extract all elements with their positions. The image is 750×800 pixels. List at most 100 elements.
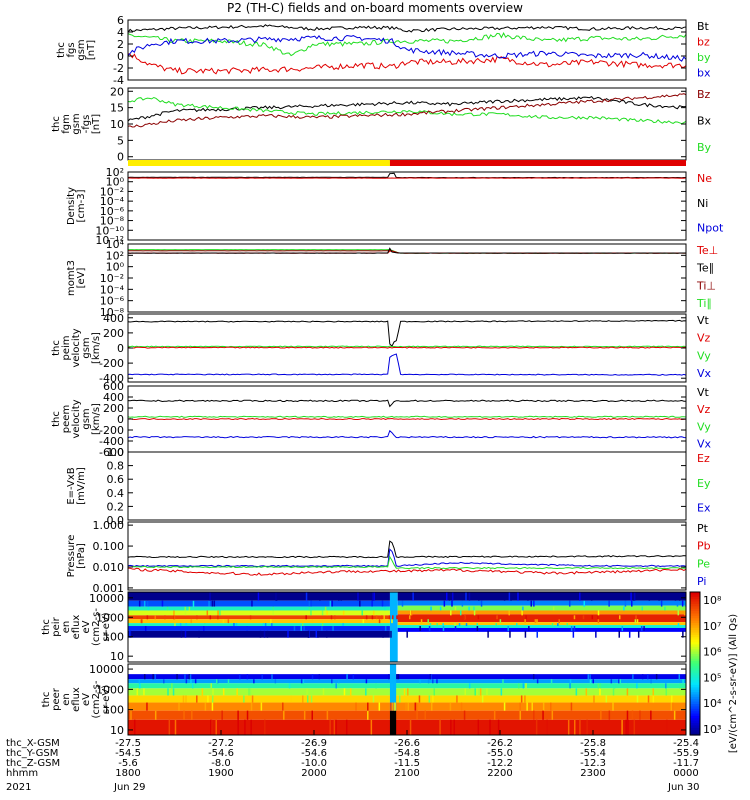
panel-frame	[127, 591, 687, 663]
spectrogram-cell	[624, 600, 627, 607]
spectrogram-cell	[460, 702, 463, 711]
spectrogram-cell	[235, 623, 238, 627]
spectrogram-cell	[397, 625, 686, 628]
spectrogram-cell	[140, 619, 143, 624]
spectrogram-cell	[331, 600, 333, 607]
spectrogram-cell	[329, 719, 331, 735]
spectrogram-cell	[178, 702, 180, 711]
series-Vy	[128, 345, 686, 348]
spectrogram-cell	[272, 606, 274, 611]
spectrogram-cell	[636, 619, 639, 624]
spectrogram-cell	[524, 619, 526, 624]
legend-Vx: Vx	[697, 437, 712, 450]
y-tick-label: 10	[110, 724, 124, 737]
panel-frame	[127, 19, 687, 81]
colorbar-cell	[690, 706, 700, 710]
panel-peer_spec: 10000 1000 100 10 thc peer en eflux eV (cm2-s-sr-…	[41, 663, 687, 737]
spectrogram-cell	[419, 626, 421, 631]
spectrogram-cell	[365, 615, 368, 620]
spectrogram-cell	[463, 615, 466, 620]
spectrogram-cell	[257, 592, 260, 601]
spectrogram-cell	[641, 674, 644, 680]
spectrogram-cell	[474, 688, 476, 696]
colorbar-cell	[690, 646, 700, 650]
spectrogram-cell	[558, 619, 560, 624]
spectrogram-cell	[599, 683, 602, 689]
colorbar-cell	[690, 723, 700, 727]
spectrogram-cell	[184, 674, 186, 680]
spectrogram-cell	[227, 619, 230, 624]
spectrogram-cell	[338, 592, 340, 601]
y-axis-label: eflux	[71, 615, 82, 640]
legend-Vz: Vz	[697, 332, 711, 345]
colorbar-cell	[690, 692, 700, 696]
spectrogram-cell	[476, 626, 479, 631]
spectrogram-cell	[190, 619, 193, 624]
y-tick-label: 10⁻¹⁰	[95, 224, 124, 237]
series-bz	[128, 53, 686, 75]
spectrogram-cell	[626, 683, 629, 689]
spectrogram-cell	[213, 600, 216, 607]
spectrogram-cell	[439, 606, 442, 611]
y-tick-label: 10²	[106, 166, 124, 179]
spectrogram-cell	[345, 719, 348, 735]
spectrogram-cell	[271, 623, 273, 627]
spectrogram-cell	[388, 615, 391, 620]
spectrogram-cell	[461, 600, 464, 607]
spectrogram-cell	[146, 615, 149, 620]
spectrogram-cell	[429, 623, 432, 627]
spectrogram-cell	[412, 592, 414, 601]
spectrogram-cell	[408, 615, 411, 620]
y-axis-label: gsm	[71, 113, 82, 134]
spectrogram-cell	[321, 610, 324, 616]
spectrogram-cell	[410, 610, 413, 616]
x-tick-value: -25.8	[580, 738, 606, 749]
spectrogram-cell	[618, 679, 620, 684]
spectrogram-cell	[216, 679, 218, 684]
y-tick-label: 0.100	[93, 540, 125, 553]
y-tick-label: 200	[103, 327, 124, 340]
spectrogram-cell	[641, 606, 643, 611]
spectrogram-cell	[138, 679, 141, 684]
x-tick-value: -55.9	[673, 748, 699, 759]
spectrogram-cell	[130, 630, 132, 638]
spectrogram-cell	[428, 695, 431, 703]
x-tick-value: -54.6	[301, 748, 327, 759]
y-axis-label: gsm	[76, 39, 87, 60]
y-axis-label: thc	[51, 340, 62, 356]
legend-Vy: Vy	[697, 349, 711, 362]
spectrogram-cell	[597, 615, 599, 620]
y-tick-label: 10⁻¹²	[95, 234, 124, 247]
y-tick-label: 600	[103, 380, 124, 393]
spectrogram-cell	[468, 683, 471, 689]
spectrogram-cell	[525, 683, 527, 689]
spectrogram-cell	[405, 702, 407, 711]
x-tick-value: 2100	[394, 768, 419, 779]
spectrogram-cell	[510, 592, 512, 601]
colorbar-cell	[690, 606, 700, 610]
spectrogram-cell	[212, 688, 214, 696]
colorbar-cell	[690, 713, 700, 717]
spectrogram-cell	[625, 719, 627, 735]
y-tick-label: -200	[99, 424, 124, 437]
spectrogram-cell	[189, 674, 192, 680]
y-tick-label: 10⁻⁴	[100, 195, 125, 208]
spectrogram-cell	[362, 619, 365, 624]
spectrogram-cell	[188, 606, 191, 611]
spectrogram-cell	[390, 630, 392, 638]
spectrogram-cell	[627, 719, 629, 735]
legend-bx: bx	[697, 66, 711, 79]
spectrogram-cell	[317, 630, 319, 638]
y-tick-label: 0.010	[93, 561, 125, 574]
y-tick-label: 1000	[96, 683, 124, 696]
spectrogram-cell	[389, 710, 397, 735]
colorbar-cell	[690, 618, 700, 622]
spectrogram-cell	[128, 630, 390, 638]
spectrogram-cell	[591, 615, 594, 620]
spectrogram-cell	[631, 710, 634, 720]
y-axis-label: peir	[51, 616, 62, 636]
spectrogram-cell	[542, 702, 545, 711]
x-row-label: thc_Z-GSM	[6, 758, 60, 769]
spectrogram-cell	[674, 592, 677, 601]
spectrogram-cell	[451, 600, 453, 607]
